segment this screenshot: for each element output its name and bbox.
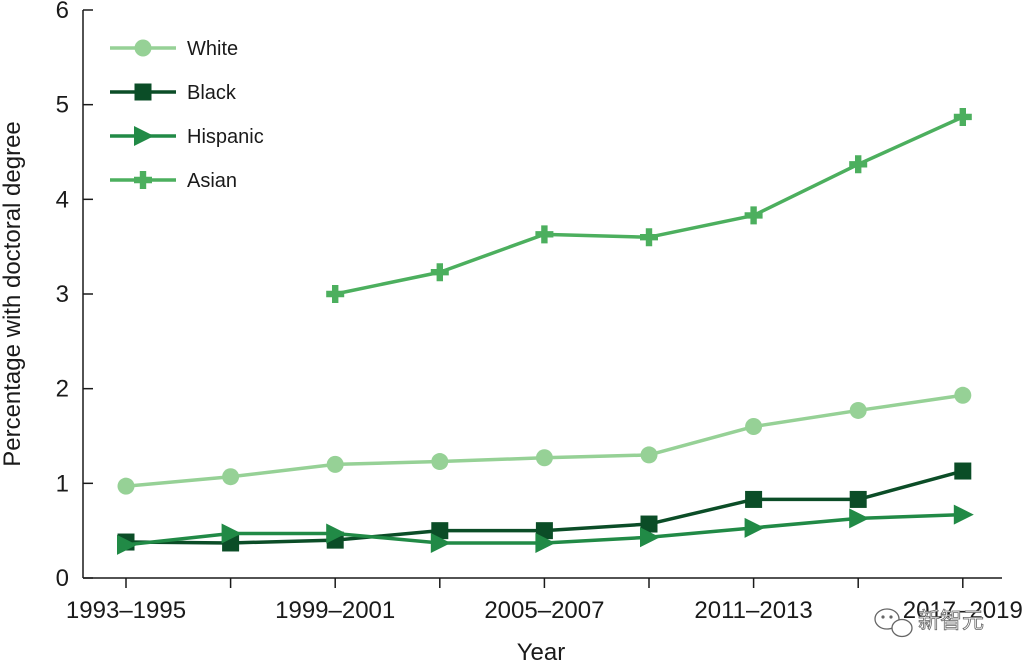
legend: White Black Hispanic Asian xyxy=(110,38,264,192)
legend-label: Black xyxy=(187,82,237,104)
data-point-asian xyxy=(744,206,763,225)
data-point-hispanic xyxy=(849,508,870,529)
data-point-white xyxy=(535,449,553,467)
legend-item-asian: Asian xyxy=(110,170,237,192)
data-point-asian xyxy=(953,107,972,126)
x-tick-label: 2011–2013 xyxy=(694,597,812,624)
legend-item-hispanic: Hispanic xyxy=(110,126,264,148)
series-hispanic xyxy=(117,504,974,555)
legend-item-black: Black xyxy=(110,82,237,104)
data-point-black xyxy=(849,490,867,508)
data-point-black xyxy=(640,515,658,533)
series-white xyxy=(117,386,972,495)
data-point-white xyxy=(954,386,972,404)
y-tick-label: 6 xyxy=(56,0,69,24)
data-point-hispanic xyxy=(326,523,347,544)
data-point-black xyxy=(535,522,553,540)
legend-label: White xyxy=(187,38,238,60)
x-tick-label: 1999–2001 xyxy=(275,597,395,624)
data-point-black xyxy=(954,462,972,480)
data-point-hispanic xyxy=(953,504,974,525)
data-point-hispanic xyxy=(117,534,137,555)
data-point-hispanic xyxy=(430,532,451,553)
data-point-white xyxy=(745,418,763,436)
x-tick-label: 2005–2007 xyxy=(484,597,604,624)
series-line-asian xyxy=(334,115,964,296)
watermark: 新智元 xyxy=(874,608,984,638)
y-tick-label: 3 xyxy=(56,281,69,308)
data-point-white xyxy=(117,477,135,495)
legend-label: Asian xyxy=(187,170,237,192)
data-point-white xyxy=(326,455,344,473)
legend-label: Hispanic xyxy=(187,126,264,148)
wechat-logo-icon xyxy=(874,608,913,638)
x-tick-label: 2017–2019 xyxy=(903,597,1023,624)
data-point-hispanic xyxy=(744,517,765,538)
series-asian xyxy=(326,107,972,303)
series-line-white xyxy=(125,393,964,488)
data-point-white xyxy=(431,453,449,471)
legend-marker-hispanic xyxy=(134,126,154,146)
y-tick-label: 0 xyxy=(56,565,69,592)
legend-marker-asian xyxy=(134,171,152,189)
y-tick-label: 5 xyxy=(56,92,69,119)
data-point-black xyxy=(431,522,449,540)
data-point-asian xyxy=(849,155,868,174)
y-tick-label: 2 xyxy=(56,376,69,403)
data-point-white xyxy=(640,446,658,464)
data-point-hispanic xyxy=(221,523,242,544)
series-layer xyxy=(117,107,974,555)
legend-marker-black xyxy=(134,83,152,101)
data-point-asian xyxy=(430,263,449,282)
data-point-white xyxy=(222,468,240,486)
data-point-asian xyxy=(640,228,658,247)
y-tick-label: 4 xyxy=(56,186,69,213)
legend-item-white: White xyxy=(110,38,238,60)
x-axis-title: Year xyxy=(517,639,566,662)
data-point-asian xyxy=(326,285,345,303)
y-axis-title: Percentage with doctoral degree xyxy=(0,121,26,467)
x-tick-label: 1993–1995 xyxy=(66,597,186,624)
legend-marker-white xyxy=(134,39,152,57)
data-point-black xyxy=(745,490,763,508)
data-point-white xyxy=(849,401,867,419)
data-point-asian xyxy=(535,225,554,244)
watermark-text: 新智元 xyxy=(918,608,984,633)
y-tick-label: 1 xyxy=(56,470,69,497)
data-point-hispanic xyxy=(640,527,660,548)
data-point-hispanic xyxy=(535,532,556,553)
